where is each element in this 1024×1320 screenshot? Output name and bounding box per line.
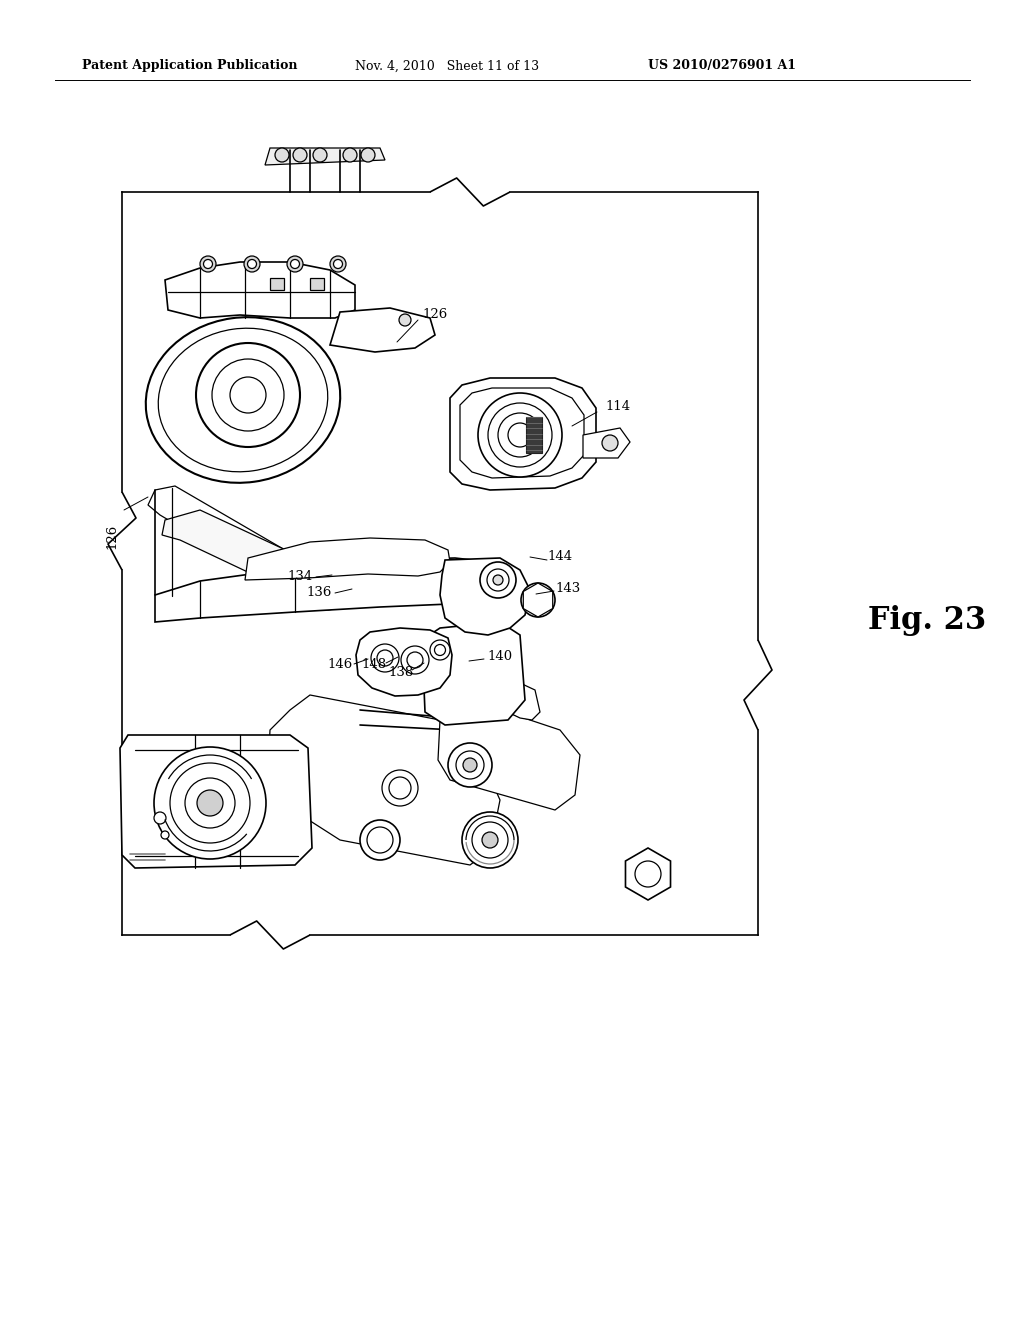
Circle shape	[487, 569, 509, 591]
Text: 134: 134	[288, 569, 312, 582]
Polygon shape	[356, 628, 452, 696]
Polygon shape	[120, 735, 312, 869]
Circle shape	[449, 743, 492, 787]
Circle shape	[528, 590, 548, 610]
Polygon shape	[268, 696, 500, 865]
Circle shape	[161, 832, 169, 840]
Circle shape	[472, 822, 508, 858]
Text: Fig. 23: Fig. 23	[868, 605, 986, 635]
Circle shape	[291, 260, 299, 268]
Circle shape	[361, 148, 375, 162]
Circle shape	[434, 644, 445, 656]
Circle shape	[154, 747, 266, 859]
Bar	[122, 191, 758, 935]
Circle shape	[493, 576, 503, 585]
Circle shape	[360, 820, 400, 861]
Circle shape	[334, 260, 342, 268]
Text: 136: 136	[306, 586, 332, 599]
Text: 143: 143	[555, 582, 581, 595]
Circle shape	[204, 260, 213, 268]
Polygon shape	[165, 261, 355, 318]
Circle shape	[401, 645, 429, 675]
Circle shape	[488, 403, 552, 467]
Circle shape	[480, 562, 516, 598]
Circle shape	[154, 812, 166, 824]
Circle shape	[330, 256, 346, 272]
Circle shape	[377, 649, 393, 667]
Polygon shape	[422, 622, 525, 725]
Circle shape	[399, 314, 411, 326]
Polygon shape	[155, 558, 500, 622]
Circle shape	[498, 413, 542, 457]
Text: 126: 126	[105, 523, 119, 549]
Text: 144: 144	[548, 549, 572, 562]
Circle shape	[197, 789, 223, 816]
Circle shape	[407, 652, 423, 668]
Circle shape	[248, 260, 256, 268]
Text: Patent Application Publication: Patent Application Publication	[82, 59, 298, 73]
Circle shape	[478, 393, 562, 477]
Text: 148: 148	[361, 659, 387, 672]
Text: 146: 146	[328, 659, 352, 672]
Circle shape	[462, 812, 518, 869]
Circle shape	[456, 751, 484, 779]
Text: US 2010/0276901 A1: US 2010/0276901 A1	[648, 59, 796, 73]
Circle shape	[521, 583, 555, 616]
Text: Nov. 4, 2010   Sheet 11 of 13: Nov. 4, 2010 Sheet 11 of 13	[355, 59, 539, 73]
Circle shape	[635, 861, 662, 887]
Text: 114: 114	[605, 400, 631, 412]
Polygon shape	[626, 847, 671, 900]
Circle shape	[200, 256, 216, 272]
Polygon shape	[438, 696, 580, 810]
Polygon shape	[460, 388, 584, 478]
Circle shape	[244, 256, 260, 272]
Circle shape	[367, 828, 393, 853]
Circle shape	[170, 763, 250, 843]
Circle shape	[212, 359, 284, 432]
Circle shape	[293, 148, 307, 162]
Polygon shape	[440, 558, 530, 635]
Text: 126: 126	[422, 308, 447, 321]
Polygon shape	[162, 510, 355, 610]
Polygon shape	[523, 583, 553, 616]
Polygon shape	[270, 279, 284, 290]
Circle shape	[463, 758, 477, 772]
Polygon shape	[148, 486, 298, 579]
Polygon shape	[330, 308, 435, 352]
Circle shape	[382, 770, 418, 807]
Circle shape	[371, 644, 399, 672]
Ellipse shape	[159, 329, 328, 471]
Polygon shape	[450, 378, 596, 490]
Circle shape	[602, 436, 618, 451]
Polygon shape	[245, 539, 450, 579]
Circle shape	[287, 256, 303, 272]
Circle shape	[185, 777, 234, 828]
Circle shape	[508, 422, 532, 447]
Polygon shape	[310, 279, 324, 290]
Text: 138: 138	[388, 665, 414, 678]
Circle shape	[430, 640, 450, 660]
Polygon shape	[583, 428, 630, 458]
Polygon shape	[445, 655, 540, 719]
Text: 140: 140	[487, 651, 513, 664]
Circle shape	[389, 777, 411, 799]
Circle shape	[343, 148, 357, 162]
Circle shape	[230, 378, 266, 413]
Circle shape	[313, 148, 327, 162]
Circle shape	[482, 832, 498, 847]
Bar	[526, 417, 542, 453]
Circle shape	[196, 343, 300, 447]
Circle shape	[275, 148, 289, 162]
Ellipse shape	[145, 317, 340, 483]
Polygon shape	[265, 148, 385, 165]
